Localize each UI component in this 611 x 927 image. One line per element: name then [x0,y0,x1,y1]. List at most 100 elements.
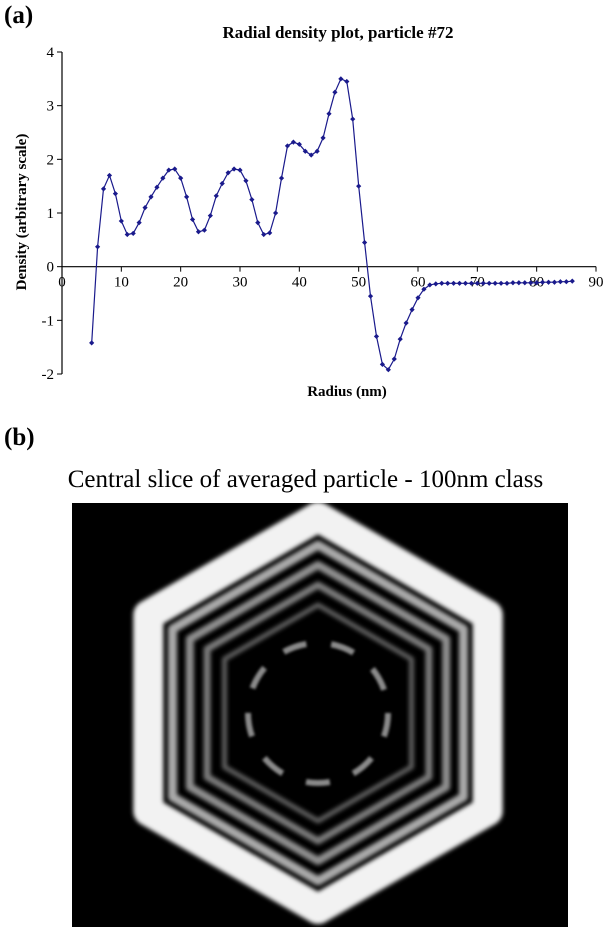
data-point [528,280,534,286]
data-point [89,340,95,346]
x-tick-label: 10 [114,275,129,291]
data-point [540,279,546,285]
data-point [237,167,243,173]
data-point [563,279,569,285]
data-point [284,143,291,149]
data-point [278,175,285,181]
panel-b-label: (b) [4,424,35,451]
inner-core-ring [245,640,391,786]
data-point [557,279,563,285]
data-point [124,231,130,238]
chart-axes: -2-1012340102030405060708090 [42,45,604,383]
data-point [207,213,213,219]
data-point [516,280,522,286]
data-point [95,244,101,250]
data-point [373,333,380,340]
data-point [189,216,196,223]
data-point [213,193,219,199]
data-point [142,205,148,211]
data-point [100,186,107,192]
data-point [136,220,142,226]
data-point [267,230,273,236]
data-point [474,280,480,286]
data-point [569,278,575,284]
data-point [314,148,320,154]
data-point [486,280,492,286]
slice-rings [133,503,503,924]
panel-a-label: (a) [4,2,34,29]
data-point [261,231,267,238]
data-point [106,172,113,179]
data-point [344,78,350,85]
x-tick-label: 20 [173,275,188,291]
data-point [255,220,261,226]
y-tick-label: 3 [47,99,55,115]
y-axis-title: Density (arbitrary scale) [14,134,30,291]
data-point [184,194,190,200]
y-tick-label: 2 [47,152,55,168]
data-point [551,279,558,285]
data-point [154,184,160,190]
y-tick-label: 1 [47,206,55,222]
data-point [545,279,552,285]
data-point [273,210,279,216]
x-tick-label: 30 [233,275,248,291]
x-tick-label: 50 [351,275,366,291]
data-point [367,293,374,299]
data-point [439,280,445,286]
data-point [510,280,516,286]
data-point [379,361,385,367]
data-point [118,218,124,224]
data-point [492,280,498,286]
data-point [249,196,255,203]
data-point [403,320,409,326]
data-point [332,89,338,95]
data-point [356,183,362,189]
data-point [225,170,231,176]
data-point [350,116,356,122]
shell-ring-5 [222,602,414,824]
data-point [166,167,172,173]
data-point [130,230,136,236]
data-point [160,175,166,181]
data-point [195,229,202,235]
data-point [504,280,510,286]
data-point [534,280,540,286]
data-point [462,280,469,286]
data-point [296,141,302,147]
data-point [385,367,391,373]
data-point [451,280,457,286]
data-point [219,180,225,187]
series-line [91,78,573,371]
data-point [308,152,314,158]
x-tick-label: 90 [589,275,604,291]
data-point [468,280,474,286]
y-tick-label: -1 [42,313,55,329]
shell-ring-3 [185,561,451,865]
y-tick-label: -2 [42,367,55,383]
slice-title: Central slice of averaged particle - 100… [67,466,544,493]
data-point [362,239,368,246]
data-point [326,111,332,117]
data-point [415,295,421,301]
x-tick-label: 0 [58,275,66,291]
data-point [498,280,504,286]
particle-slice-image [72,503,568,927]
data-point [445,280,451,286]
data-point [391,356,397,362]
x-tick-label: 60 [411,275,426,291]
x-tick-label: 40 [292,275,307,291]
data-point [397,336,403,342]
chart-title: Radial density plot, particle #72 [223,23,454,42]
data-point [231,166,237,172]
shell-ring-4 [203,581,433,845]
data-point [172,166,178,172]
data-point [302,148,308,154]
data-point [201,227,207,233]
data-point [338,76,344,82]
data-point [456,280,463,286]
y-tick-label: 0 [47,260,55,276]
density-series [89,76,575,373]
data-point [243,178,249,184]
x-axis-title: Radius (nm) [307,384,387,400]
